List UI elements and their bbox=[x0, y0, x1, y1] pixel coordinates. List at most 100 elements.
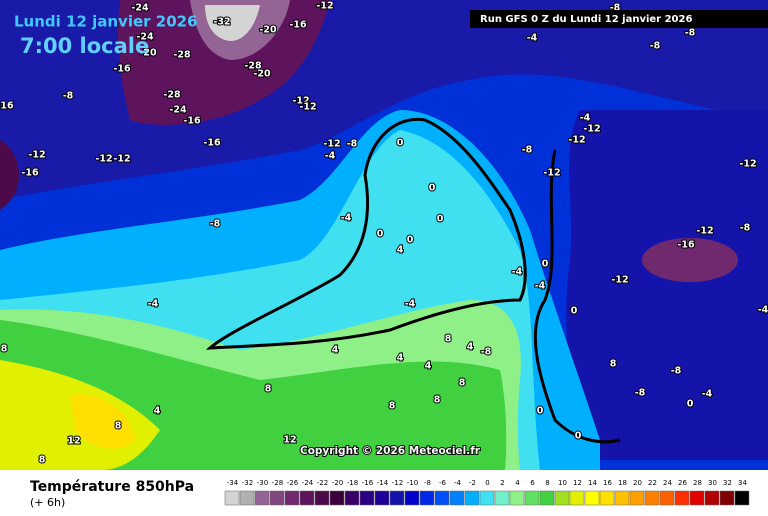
scale-swatch bbox=[224, 490, 240, 506]
temperature-label: 8 bbox=[459, 378, 466, 389]
temperature-label: -16 bbox=[113, 64, 131, 75]
temperature-label: -32 bbox=[213, 17, 230, 28]
scale-label: -18 bbox=[347, 479, 358, 487]
scale-label: -2 bbox=[469, 479, 476, 487]
scale-label: -26 bbox=[287, 479, 299, 487]
scale-swatch bbox=[389, 490, 405, 506]
scale-label: 10 bbox=[558, 479, 567, 487]
scale-label: -32 bbox=[242, 479, 253, 487]
temperature-label: -16 bbox=[677, 240, 695, 251]
run-box bbox=[470, 10, 768, 28]
temperature-label: -24 bbox=[169, 105, 187, 116]
scale-label: -34 bbox=[227, 479, 239, 487]
scale-swatch bbox=[299, 490, 315, 506]
temperature-label: -12 bbox=[28, 150, 45, 161]
scale-swatch bbox=[734, 490, 750, 506]
hottest-region bbox=[70, 394, 135, 449]
scale-label: -24 bbox=[302, 479, 314, 487]
scale-label: -28 bbox=[272, 479, 283, 487]
temperature-label: -4 bbox=[341, 213, 352, 224]
scale-swatch bbox=[704, 490, 720, 506]
temperature-label: 8 bbox=[610, 359, 617, 370]
scale-swatch bbox=[284, 490, 300, 506]
scale-swatch bbox=[479, 490, 495, 506]
temperature-label: -8 bbox=[210, 219, 221, 230]
temperature-label: -8 bbox=[685, 28, 696, 39]
temperature-label: -28 bbox=[163, 90, 181, 101]
scale-swatch bbox=[614, 490, 630, 506]
scale-swatch bbox=[239, 490, 255, 506]
scale-label: -30 bbox=[257, 479, 268, 487]
temperature-label: 0 bbox=[377, 229, 384, 240]
zero-isotherm bbox=[205, 117, 527, 350]
scale-label: 6 bbox=[530, 479, 535, 487]
scale-swatch bbox=[269, 490, 285, 506]
scale-swatch bbox=[599, 490, 615, 506]
temperature-label: -8 bbox=[347, 139, 358, 150]
scale-label: 12 bbox=[573, 479, 582, 487]
temperature-label: -12 bbox=[568, 135, 585, 146]
temperature-label: -28 bbox=[173, 50, 191, 61]
scale-swatch bbox=[719, 490, 735, 506]
temperature-label: -4 bbox=[702, 389, 713, 400]
temperature-label: -4 bbox=[527, 33, 538, 44]
scale-swatch bbox=[419, 490, 435, 506]
run-info: Run GFS 0 Z du Lundi 12 janvier 2026 bbox=[480, 14, 692, 25]
scale-label: 0 bbox=[485, 479, 489, 487]
temperature-label: 0 bbox=[429, 183, 436, 194]
temperature-label: 8 bbox=[265, 384, 272, 395]
scale-label: 18 bbox=[618, 479, 627, 487]
scale-label: -4 bbox=[454, 479, 462, 487]
temperature-label: -12 bbox=[113, 154, 130, 165]
map-labels: -24-32-20-12-16-24-20 -28-16 -28-20-28-24-… bbox=[0, 0, 768, 467]
temperature-label: -16 bbox=[183, 116, 201, 127]
scale-label: -6 bbox=[439, 479, 447, 487]
temperature-label: -12 bbox=[696, 226, 713, 237]
scale-swatch bbox=[584, 490, 600, 506]
temperature-label: 8 bbox=[1, 344, 8, 355]
west-cold bbox=[0, 140, 19, 210]
scale-swatch bbox=[449, 490, 465, 506]
scale-label: 22 bbox=[648, 479, 657, 487]
temperature-label: 8 bbox=[39, 455, 46, 466]
temperature-label: 12 bbox=[67, 436, 80, 447]
temperature-label: -20 bbox=[259, 25, 277, 36]
temperature-label: -24 bbox=[131, 3, 149, 14]
scale-swatch bbox=[569, 490, 585, 506]
scale-swatch bbox=[344, 490, 360, 506]
temperature-label: 8 bbox=[389, 401, 396, 412]
scale-swatch bbox=[359, 490, 375, 506]
temperature-label: -24 bbox=[136, 32, 154, 43]
scale-label: -16 bbox=[362, 479, 374, 487]
scale-label: 4 bbox=[515, 479, 520, 487]
temperature-label: -12 bbox=[611, 275, 628, 286]
scale-swatch bbox=[524, 490, 540, 506]
legend-title: Température 850hPa bbox=[30, 479, 194, 495]
temperature-label: -20 bbox=[139, 48, 157, 59]
temperature-label: -8 bbox=[740, 223, 751, 234]
temperature-label: 0 bbox=[407, 235, 414, 246]
temperature-label: 8 bbox=[115, 421, 122, 432]
scale-swatch bbox=[494, 490, 510, 506]
temperature-label: -12 bbox=[292, 96, 309, 107]
temperature-label: 12 bbox=[283, 435, 296, 446]
scale-label: -10 bbox=[407, 479, 418, 487]
temperature-label: -12 bbox=[739, 159, 756, 170]
scale-swatch bbox=[629, 490, 645, 506]
temperature-label: -8 bbox=[522, 145, 533, 156]
greenland-peak bbox=[205, 5, 260, 41]
temperature-label: -8 bbox=[481, 347, 492, 358]
scale-label: 14 bbox=[588, 479, 597, 487]
scale-swatch bbox=[674, 490, 690, 506]
scale-label: 30 bbox=[708, 479, 717, 487]
scale-label: 2 bbox=[500, 479, 504, 487]
scale-swatch bbox=[374, 490, 390, 506]
scale-swatch bbox=[314, 490, 330, 506]
scale-label: -14 bbox=[377, 479, 389, 487]
color-scale: -34 -32 -30 -28 -26 -24 -22 -20 -18 -16 -14 -12 -10-… bbox=[224, 479, 750, 506]
time: 7:00 locale bbox=[20, 34, 149, 58]
temperature-label: -8 bbox=[650, 41, 661, 52]
temperature-label: -12 bbox=[299, 102, 316, 113]
scale-label: 16 bbox=[603, 479, 612, 487]
